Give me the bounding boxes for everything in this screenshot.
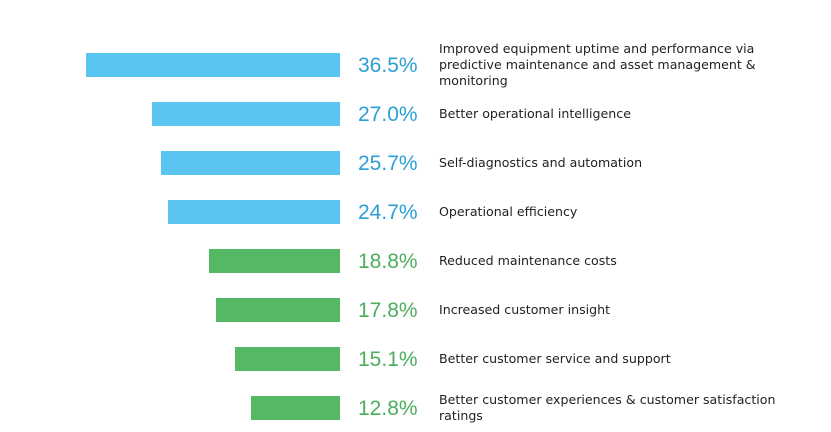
value-label-8: 12.8% bbox=[358, 397, 418, 420]
bar-1 bbox=[86, 53, 340, 77]
bar-5 bbox=[209, 249, 340, 273]
category-label-text: Improved equipment uptime and performanc… bbox=[439, 41, 756, 88]
value-label-1: 36.5% bbox=[358, 54, 418, 77]
bar-3 bbox=[161, 151, 340, 175]
category-label-3: Self-diagnostics and automation bbox=[439, 139, 799, 187]
category-label-6: Increased customer insight bbox=[439, 286, 799, 334]
bar-8 bbox=[251, 396, 340, 420]
bar-2 bbox=[152, 102, 340, 126]
category-label-text: Better customer experiences & customer s… bbox=[439, 392, 776, 423]
category-label-text: Better operational intelligence bbox=[439, 106, 631, 121]
value-label-7: 15.1% bbox=[358, 348, 418, 371]
category-label-2: Better operational intelligence bbox=[439, 90, 799, 138]
bar-4 bbox=[168, 200, 340, 224]
category-label-text: Operational efficiency bbox=[439, 204, 578, 219]
value-label-3: 25.7% bbox=[358, 152, 418, 175]
category-label-text: Increased customer insight bbox=[439, 302, 611, 317]
bar-6 bbox=[216, 298, 340, 322]
value-label-6: 17.8% bbox=[358, 299, 418, 322]
category-label-5: Reduced maintenance costs bbox=[439, 237, 799, 285]
value-label-4: 24.7% bbox=[358, 201, 418, 224]
category-label-text: Better customer service and support bbox=[439, 351, 671, 366]
category-label-8: Better customer experiences & customer s… bbox=[439, 384, 799, 432]
value-label-2: 27.0% bbox=[358, 103, 418, 126]
category-label-4: Operational efficiency bbox=[439, 188, 799, 236]
category-label-7: Better customer service and support bbox=[439, 335, 799, 383]
category-label-text: Reduced maintenance costs bbox=[439, 253, 617, 268]
category-label-text: Self-diagnostics and automation bbox=[439, 155, 643, 170]
bar-7 bbox=[235, 347, 340, 371]
value-label-5: 18.8% bbox=[358, 250, 418, 273]
category-label-1: Improved equipment uptime and performanc… bbox=[439, 41, 799, 89]
